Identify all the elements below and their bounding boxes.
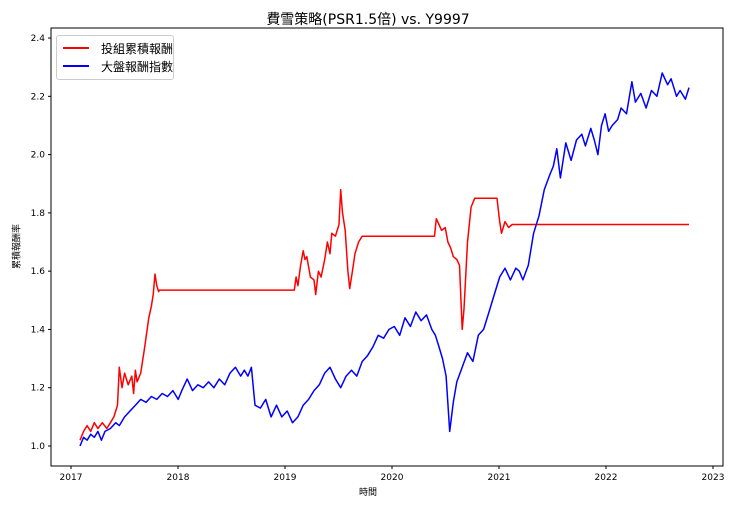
legend-label: 投組累積報酬 xyxy=(101,41,174,56)
y-tick-label: 2.4 xyxy=(31,34,46,44)
x-tick-label: 2017 xyxy=(60,473,83,483)
y-tick-label: 1.0 xyxy=(31,442,46,452)
x-axis-label: 時間 xyxy=(358,488,377,498)
legend-swatch-red-line-icon xyxy=(63,47,89,49)
series-lines xyxy=(79,72,690,447)
y-tick-label: 1.4 xyxy=(31,325,46,335)
legend-item-benchmark: 大盤報酬指數 xyxy=(63,58,173,74)
y-tick-label: 1.2 xyxy=(31,384,45,394)
plot-area xyxy=(50,27,724,467)
x-tick-label: 2023 xyxy=(702,473,725,483)
x-tick-label: 2019 xyxy=(274,473,297,483)
y-tick-label: 1.8 xyxy=(31,209,46,219)
y-tick-label: 2.2 xyxy=(31,92,45,102)
series-line xyxy=(79,72,690,447)
y-axis-label: 累積報酬率 xyxy=(12,224,23,270)
y-axis-ticks: 1.0 1.2 1.4 1.6 1.8 2.0 2.2 2.4 xyxy=(31,34,51,452)
x-axis-ticks: 2017 2018 2019 2020 2021 2022 2023 xyxy=(60,466,725,483)
x-tick-label: 2018 xyxy=(167,473,190,483)
legend-swatch-blue-line-icon xyxy=(63,65,89,67)
x-tick-label: 2021 xyxy=(488,473,511,483)
series-line xyxy=(79,188,689,441)
y-tick-label: 1.6 xyxy=(31,267,46,277)
chart-title: 費雪策略(PSR1.5倍) vs. Y9997 xyxy=(266,12,470,28)
x-tick-label: 2020 xyxy=(381,473,404,483)
legend: 投組累積報酬 大盤報酬指數 xyxy=(56,35,174,80)
legend-label: 大盤報酬指數 xyxy=(101,59,174,74)
x-tick-label: 2022 xyxy=(595,473,618,483)
y-tick-label: 2.0 xyxy=(31,151,46,161)
legend-item-portfolio: 投組累積報酬 xyxy=(63,40,173,56)
